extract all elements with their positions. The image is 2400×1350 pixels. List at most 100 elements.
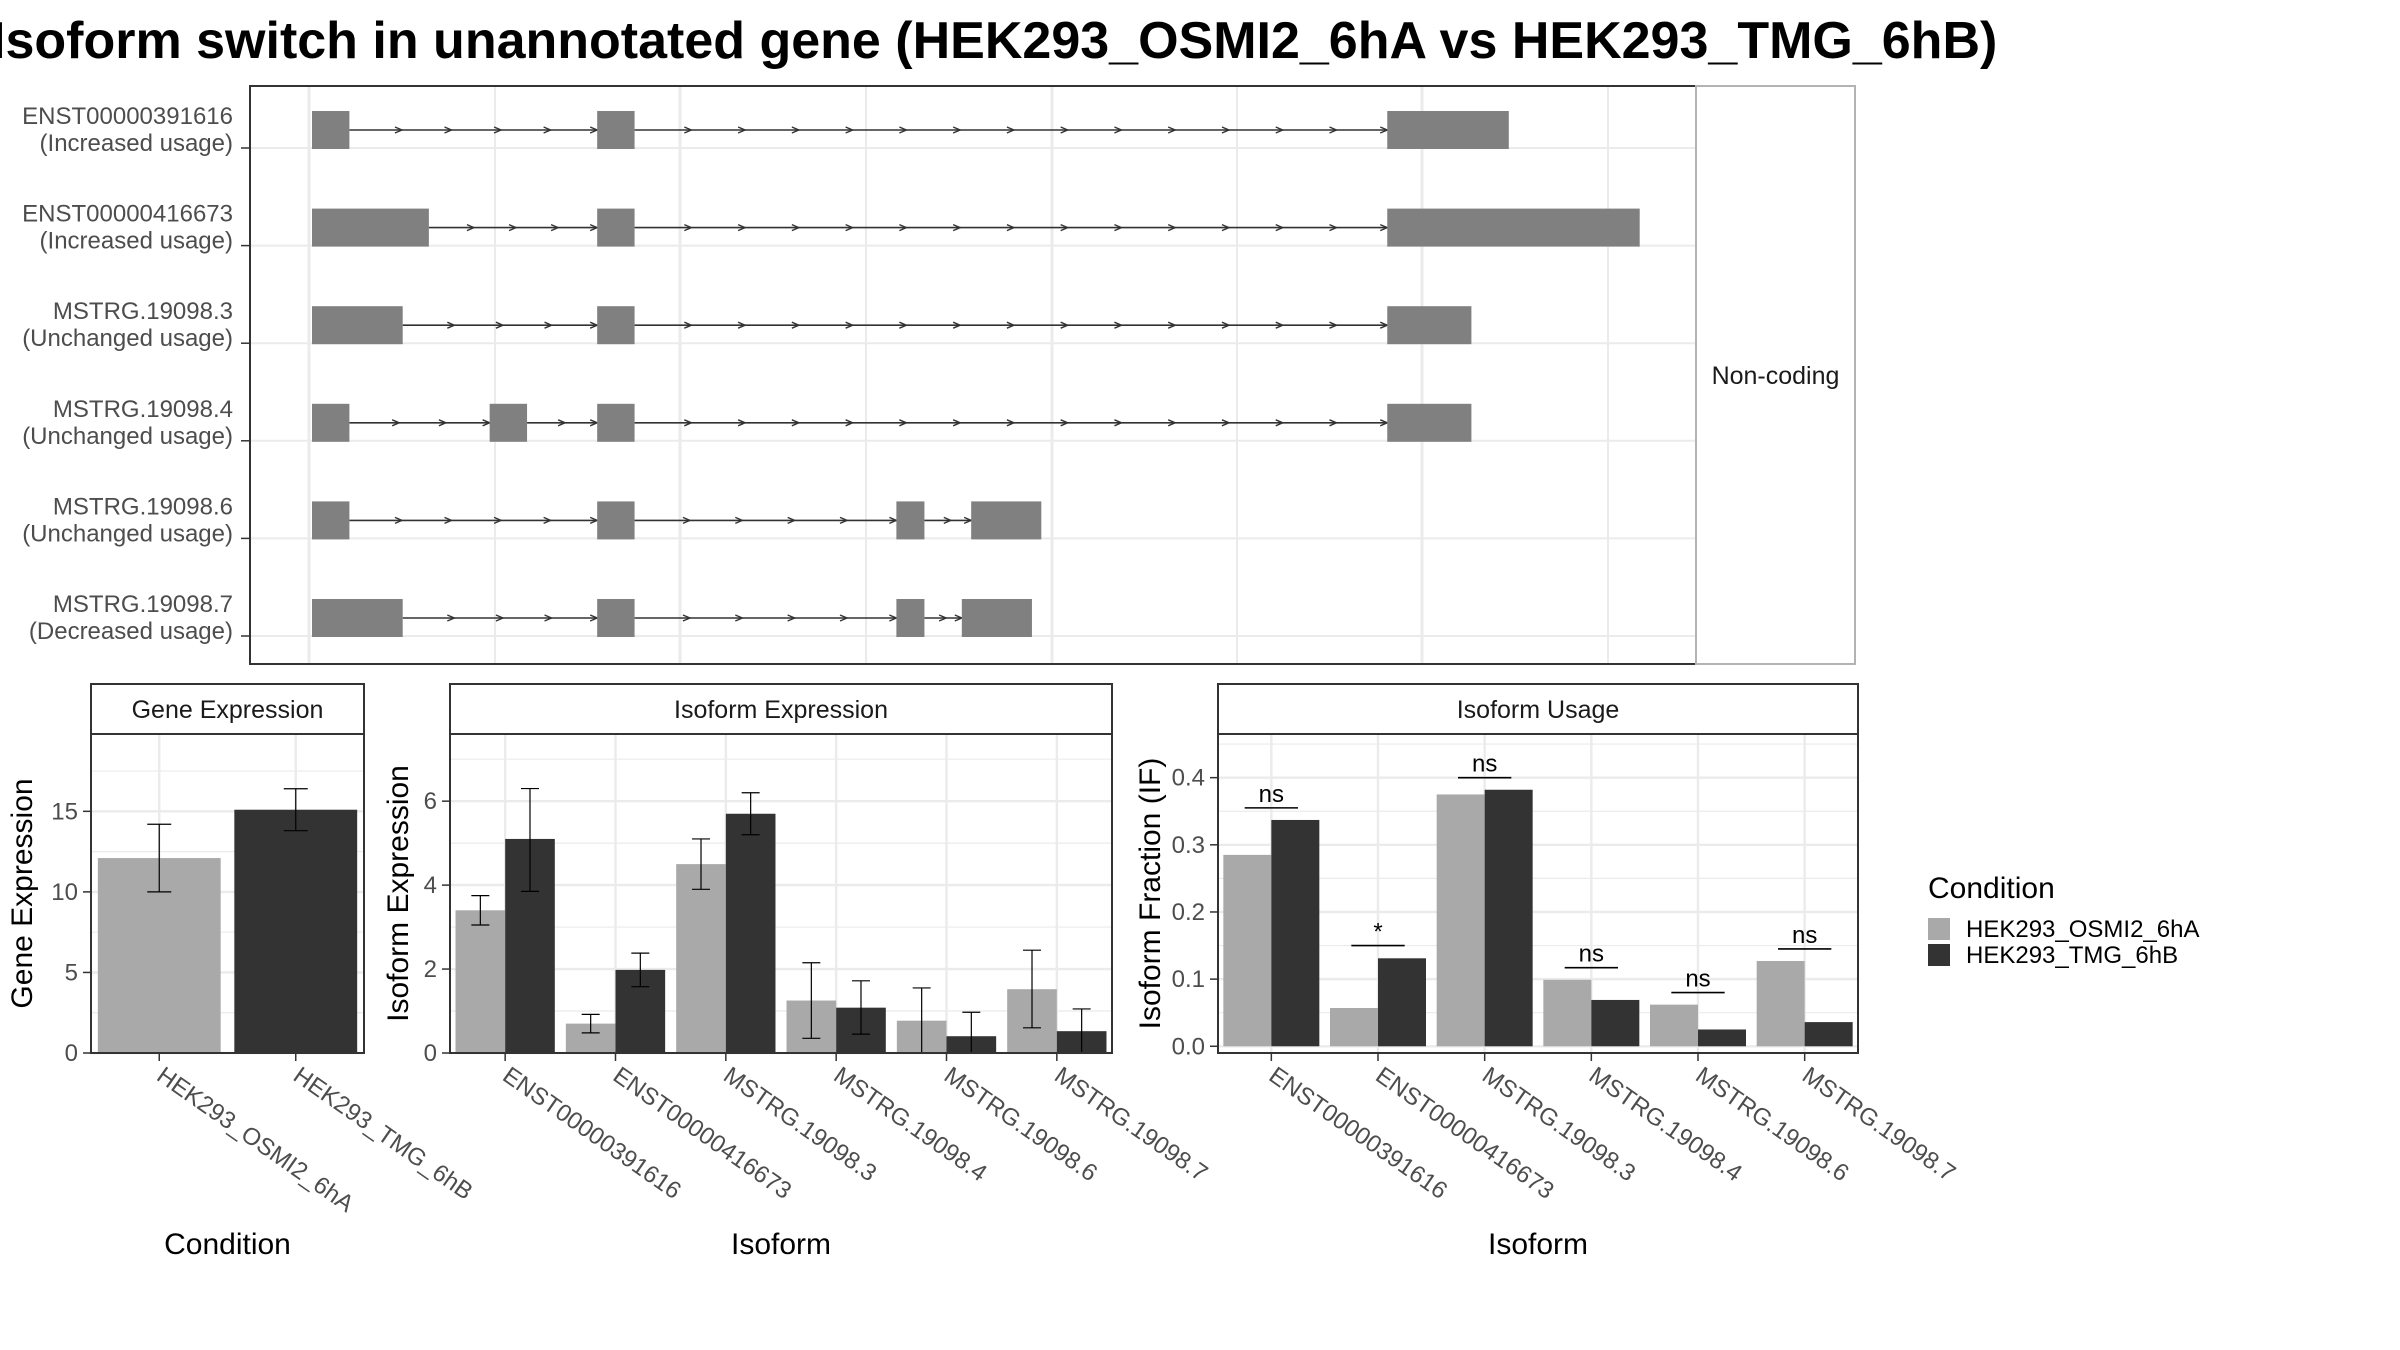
facet-strip xyxy=(449,683,1113,735)
y-tick-label: 0.4 xyxy=(1172,765,1205,792)
isoform-expression-panel: Isoform Expression 0 2 4 6 ENST00000391616ENS… xyxy=(382,683,1212,1261)
transcript-structure-panel: ENST00000391616(Increased usage)ENST0000… xyxy=(22,85,1856,665)
intron-arrow xyxy=(1275,321,1285,329)
intron-arrow xyxy=(1221,419,1231,427)
isoform-usage-panel: Isoform Usage ns * ns ns ns ns 0.0 0.1 0.2 0.3 0.4 E… xyxy=(1134,683,1960,1261)
x-axis-label: Isoform xyxy=(1488,1228,1588,1261)
facet-strip xyxy=(1217,683,1859,735)
y-tick-label: 0 xyxy=(65,1040,78,1067)
bar xyxy=(1271,819,1320,1047)
intron-arrow xyxy=(1060,419,1070,427)
intron-arrow xyxy=(737,126,747,134)
exon xyxy=(312,111,350,149)
intron-arrow xyxy=(543,516,553,525)
bar xyxy=(676,864,726,1053)
intron-arrow xyxy=(1006,419,1016,427)
legend-title: Condition xyxy=(1928,872,2055,905)
intron-arrow xyxy=(544,321,554,329)
intron-arrow xyxy=(1060,126,1070,134)
intron-arrow xyxy=(899,321,909,329)
intron-arrow xyxy=(684,419,694,427)
significance-label: ns xyxy=(1579,941,1604,968)
intron-arrow xyxy=(1221,321,1231,329)
intron-arrow xyxy=(495,321,505,329)
intron-arrow xyxy=(1114,223,1124,232)
intron-arrow xyxy=(791,223,801,232)
intron-arrow xyxy=(1329,223,1339,232)
bar xyxy=(1650,1004,1698,1047)
bar xyxy=(1484,789,1533,1047)
y-tick-label: 0.0 xyxy=(1172,1033,1205,1060)
bar xyxy=(1591,999,1640,1047)
intron-arrow xyxy=(1275,126,1285,134)
intron-arrow xyxy=(791,126,801,134)
exon xyxy=(1387,403,1472,442)
intron-arrow xyxy=(1167,223,1177,232)
transcript-id-label: MSTRG.19098.6 xyxy=(53,493,233,520)
plot-border xyxy=(90,733,365,1054)
y-tick-label: 0.3 xyxy=(1172,832,1205,859)
panel-title: Gene Expression xyxy=(132,696,324,724)
bar xyxy=(1543,979,1592,1047)
bar xyxy=(1330,1008,1378,1047)
intron-arrow xyxy=(1221,223,1231,232)
bar xyxy=(234,809,358,1053)
x-axis-label: Condition xyxy=(164,1228,291,1261)
intron-arrow xyxy=(391,419,401,427)
bar xyxy=(1223,854,1272,1047)
transcript-row xyxy=(312,306,1472,345)
exon xyxy=(896,599,925,637)
intron-arrow xyxy=(938,614,948,622)
intron-arrow xyxy=(737,223,747,232)
intron-arrow xyxy=(684,321,694,329)
intron-arrow xyxy=(735,516,745,525)
x-tick-label: ENST00000416673 xyxy=(1371,1062,1559,1205)
legend-swatch xyxy=(1928,944,1950,966)
intron-arrow xyxy=(444,126,454,134)
exon xyxy=(312,208,429,247)
exon xyxy=(597,111,635,149)
intron-arrow xyxy=(737,419,747,427)
significance-label: ns xyxy=(1472,751,1497,778)
y-tick-label: 10 xyxy=(51,879,78,906)
exon xyxy=(312,403,350,442)
intron-arrow xyxy=(543,126,553,134)
y-axis-label: Isoform Expression xyxy=(382,765,415,1022)
intron-arrow xyxy=(839,614,849,622)
bar xyxy=(1436,794,1485,1047)
y-tick-label: 0.1 xyxy=(1172,966,1205,993)
intron-arrow xyxy=(791,321,801,329)
exon xyxy=(597,306,635,345)
intron-arrow xyxy=(1167,126,1177,134)
bar xyxy=(1698,1029,1746,1047)
intron-arrow xyxy=(544,614,554,622)
transcript-id-label: MSTRG.19098.4 xyxy=(53,396,233,423)
intron-arrow xyxy=(1060,223,1070,232)
significance-label: * xyxy=(1373,919,1382,946)
intron-arrow xyxy=(839,516,849,525)
legend-swatch xyxy=(1928,918,1950,940)
bar xyxy=(725,813,776,1053)
exon xyxy=(597,501,635,540)
exon xyxy=(971,501,1042,540)
plot-background xyxy=(1218,734,1858,1053)
intron-arrow xyxy=(682,516,692,525)
transcript-row xyxy=(312,599,1032,637)
transcript-usage-label: (Decreased usage) xyxy=(29,618,233,645)
intron-arrow xyxy=(791,419,801,427)
intron-arrow xyxy=(1114,321,1124,329)
y-tick-label: 5 xyxy=(65,959,78,986)
intron-arrow xyxy=(899,419,909,427)
intron-arrow xyxy=(845,126,855,134)
transcript-id-label: MSTRG.19098.7 xyxy=(53,591,233,618)
y-axis-label: Gene Expression xyxy=(6,778,39,1008)
x-axis-label: Isoform xyxy=(731,1228,831,1261)
y-tick-label: 15 xyxy=(51,798,78,825)
plot-background xyxy=(450,734,1112,1053)
intron-arrow xyxy=(1275,223,1285,232)
exon xyxy=(1387,111,1509,149)
intron-arrow xyxy=(394,516,404,525)
intron-arrow xyxy=(682,614,692,622)
intron-arrow xyxy=(466,223,476,232)
